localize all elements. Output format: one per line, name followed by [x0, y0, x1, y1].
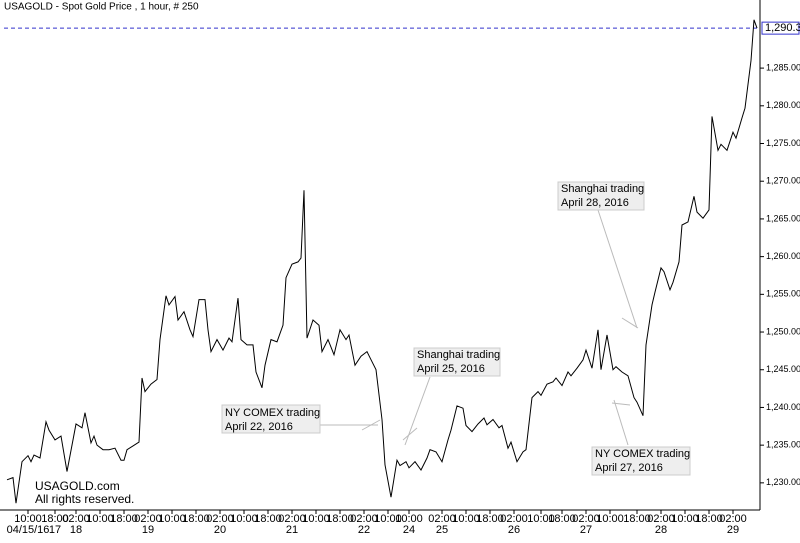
annotation-text: Shanghai trading	[417, 349, 500, 361]
annotation-box	[557, 181, 645, 211]
x-date-label: 24	[403, 524, 415, 536]
x-tick-label: 02:00	[428, 513, 456, 525]
annotation-arrow	[361, 419, 381, 431]
x-tick-label: 02:00	[647, 513, 675, 525]
x-tick-label: 02:00	[278, 513, 306, 525]
y-tick-label: 1,270.00	[766, 176, 800, 186]
y-tick-label: 1,285.00	[766, 62, 800, 72]
y-tick-label: 1,245.00	[766, 364, 800, 374]
x-tick-label: 10:00	[671, 513, 699, 525]
x-date-label: 27	[580, 524, 592, 536]
x-date-label: 25	[436, 524, 448, 536]
x-tick-label: 02:00	[719, 513, 747, 525]
x-tick-label: 10:00	[86, 513, 114, 525]
annotation-arrow	[404, 376, 431, 446]
y-tick-label: 1,275.00	[766, 138, 800, 148]
last-price-label: 1,290.30	[765, 22, 800, 34]
x-date-label: 17	[49, 524, 61, 536]
annotation-box	[413, 347, 501, 377]
watermark: USAGOLD.com	[35, 479, 120, 493]
x-tick-label: 02:00	[62, 513, 90, 525]
x-date-label: 22	[358, 524, 370, 536]
annotation-text: April 22, 2016	[225, 421, 293, 433]
x-tick-label: 10:00	[230, 513, 258, 525]
x-tick-label: 02:00	[350, 513, 378, 525]
x-date-label: 20	[214, 524, 226, 536]
x-tick-label: 18:00	[548, 513, 576, 525]
y-tick-label: 1,230.00	[766, 477, 800, 487]
x-tick-label: 18:00	[110, 513, 138, 525]
annotation-text: Shanghai trading	[561, 183, 644, 195]
x-tick-label: 10:00	[158, 513, 186, 525]
x-tick-label: 18:00	[41, 513, 69, 525]
x-tick-label: 18:00	[254, 513, 282, 525]
x-tick-label: 02:00	[500, 513, 528, 525]
x-tick-label: 18:00	[695, 513, 723, 525]
annotation-box	[221, 404, 321, 434]
annotation-text: NY COMEX trading	[225, 407, 320, 419]
x-tick-label: 18:00	[326, 513, 354, 525]
x-tick-label: 02:00	[572, 513, 600, 525]
annotation-arrow	[402, 427, 418, 441]
chart-title: USAGOLD - Spot Gold Price , 1 hour, # 25…	[4, 2, 199, 13]
x-tick-label: 10:00	[395, 513, 423, 525]
annotations: NY COMEX trading April 22, 2016 Shanghai…	[221, 181, 691, 476]
last-price-box	[761, 21, 800, 35]
x-tick-label: 18:00	[182, 513, 210, 525]
y-tick-label: 1,260.00	[766, 251, 800, 261]
x-tick-label: 10:00	[302, 513, 330, 525]
y-tick-label: 1,240.00	[766, 402, 800, 412]
annotation-text: April 27, 2016	[595, 462, 663, 474]
x-tick-label: 10:00	[14, 513, 42, 525]
x-tick-label: 10:00	[374, 513, 402, 525]
x-date-label: 28	[655, 524, 667, 536]
x-tick-label: 10:00	[596, 513, 624, 525]
y-tick-label: 1,280.00	[766, 100, 800, 110]
x-tick-label: 18:00	[623, 513, 651, 525]
x-tick-label: 02:00	[206, 513, 234, 525]
price-line	[6, 19, 758, 504]
x-tick-label: 10:00	[452, 513, 480, 525]
x-tick-label: 10:00	[527, 513, 555, 525]
annotation-text: April 28, 2016	[561, 197, 629, 209]
x-date-label: 04/15/16	[7, 524, 50, 536]
annotation-text: April 25, 2016	[417, 363, 485, 375]
x-date-label: 18	[70, 524, 82, 536]
watermark: All rights reserved.	[35, 492, 134, 506]
y-tick-label: 1,235.00	[766, 440, 800, 450]
annotation-arrow	[621, 317, 639, 329]
x-date-label: 19	[142, 524, 154, 536]
x-date-label: 21	[286, 524, 298, 536]
y-tick-label: 1,265.00	[766, 213, 800, 223]
x-date-label: 29	[727, 524, 739, 536]
annotation-text: NY COMEX trading	[595, 448, 690, 460]
x-date-label: 26	[508, 524, 520, 536]
x-tick-label: 02:00	[134, 513, 162, 525]
annotation-arrow	[613, 399, 629, 446]
annotation-arrow	[597, 209, 638, 329]
annotation-box	[591, 446, 691, 476]
y-tick-label: 1,250.00	[766, 326, 800, 336]
y-tick-label: 1,255.00	[766, 289, 800, 299]
x-tick-label: 18:00	[476, 513, 504, 525]
annotation-arrow	[611, 402, 631, 406]
